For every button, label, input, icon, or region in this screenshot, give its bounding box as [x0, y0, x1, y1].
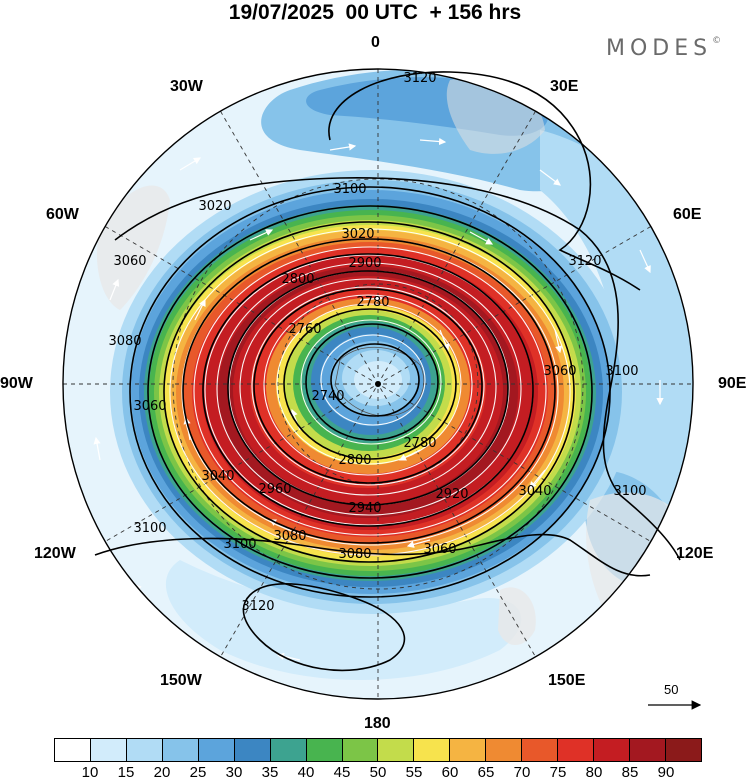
contour-label: 3060	[113, 254, 146, 269]
pole-marker	[375, 381, 381, 387]
contour-3120-north	[328, 71, 641, 291]
colorbar-cell	[522, 739, 559, 761]
colorbar-cell	[198, 739, 235, 761]
contour-label: 3100	[605, 364, 638, 379]
colorbar-tick-label: 40	[297, 764, 315, 781]
colorbar-tick-label: 65	[477, 764, 495, 781]
contour-label: 2760	[288, 322, 321, 337]
colorbar-tick-label: 15	[117, 764, 135, 781]
colorbar-labels: 10 15 20 25 30 35 40 45 50 55 60 65 70 75 80 85 90	[54, 764, 702, 782]
colorbar-tick-label: 50	[369, 764, 387, 781]
contour-label: 3040	[518, 484, 551, 499]
colorbar-cell	[594, 739, 630, 761]
colorbar-cell	[234, 739, 271, 761]
colorbar-tick-label: 20	[153, 764, 171, 781]
contour-label: 3060	[133, 399, 166, 414]
brand-logo: MODES©	[606, 36, 721, 61]
contour-label-group: 3120 3100 3120 3100 3080 3060 3100 3080 …	[108, 71, 646, 614]
map-border	[62, 68, 694, 700]
lon-label-90w: 90W	[0, 375, 33, 392]
contour-label: 2780	[356, 295, 389, 310]
lon-label-60e: 60E	[673, 206, 702, 223]
contour-label: 2740	[311, 389, 344, 404]
lon-label-150w: 150W	[160, 672, 202, 689]
contour-label: 2900	[348, 256, 381, 271]
contour-label: 3080	[338, 547, 371, 562]
brand-mark: ©	[712, 36, 722, 46]
lon-label-90e: 90E	[718, 375, 747, 392]
contour-label: 3060	[423, 542, 456, 557]
contour-label: 3080	[108, 334, 141, 349]
colorbar-cell	[450, 739, 487, 761]
colorbar-cell	[486, 739, 523, 761]
colorbar-cell	[162, 739, 199, 761]
colorbar-cell	[126, 739, 163, 761]
lon-label-180: 180	[364, 715, 391, 732]
lon-label-60w: 60W	[46, 206, 79, 223]
lon-label-120w: 120W	[34, 545, 76, 562]
colorbar-cell	[90, 739, 127, 761]
colorbar-tick-label: 35	[261, 764, 279, 781]
colorbar-tick-label: 45	[333, 764, 351, 781]
colorbar-tick-label: 90	[657, 764, 675, 781]
colorbar-tick-label: 10	[81, 764, 99, 781]
colorbar-tick-label: 60	[441, 764, 459, 781]
lon-label-30w: 30W	[170, 78, 203, 95]
contour-label: 3020	[341, 227, 374, 242]
contour-3100-outer	[114, 177, 681, 561]
contour-label: 3120	[568, 254, 601, 269]
contour-label: 3060	[543, 364, 576, 379]
contour-label: 3040	[201, 469, 234, 484]
height-contours	[94, 71, 681, 672]
contour-label: 3120	[403, 71, 436, 86]
contour-label: 3120	[241, 599, 274, 614]
contour-label: 2940	[348, 501, 381, 516]
colorbar-tick-label: 80	[585, 764, 603, 781]
contour-label: 2780	[403, 436, 436, 451]
colorbar-cell	[55, 739, 91, 761]
chart-title: 19/07/2025 00 UTC + 156 hrs	[228, 1, 522, 24]
colorbar-cell	[306, 739, 343, 761]
contour-label: 3020	[198, 199, 231, 214]
contour-label: 3100	[133, 521, 166, 536]
colorbar-cell	[270, 739, 307, 761]
contour-label: 3080	[273, 529, 306, 544]
colorbar-cell	[342, 739, 379, 761]
colorbar	[54, 738, 702, 762]
colorbar-tick-label: 70	[513, 764, 531, 781]
colorbar-cell	[630, 739, 666, 761]
colorbar-tick-label: 55	[405, 764, 423, 781]
colorbar-cell	[665, 739, 701, 761]
colorbar-tick-label: 25	[189, 764, 207, 781]
colorbar-tick-label: 85	[621, 764, 639, 781]
lon-label-120e: 120E	[676, 545, 714, 562]
contour-label: 2800	[281, 272, 314, 287]
lon-label-150e: 150E	[548, 672, 586, 689]
antarctica-outline	[334, 346, 425, 417]
new-zealand-land	[498, 587, 536, 645]
colorbar-tick-label: 30	[225, 764, 243, 781]
colorbar-tick-label: 75	[549, 764, 567, 781]
brand-name: MODES	[606, 36, 713, 61]
contour-label: 3100	[613, 484, 646, 499]
colorbar-cell	[378, 739, 415, 761]
colorbar-cell	[558, 739, 595, 761]
contour-label: 2800	[338, 453, 371, 468]
contour-3120-southwest	[242, 583, 406, 672]
lon-label-30e: 30E	[550, 78, 579, 95]
reference-vector-label: 50	[664, 682, 679, 697]
contour-label: 3100	[223, 537, 256, 552]
contour-label: 2960	[258, 482, 291, 497]
colorbar-cell	[414, 739, 451, 761]
lon-label-0: 0	[371, 34, 380, 51]
contour-label: 2920	[435, 487, 468, 502]
contour-label: 3100	[333, 182, 366, 197]
